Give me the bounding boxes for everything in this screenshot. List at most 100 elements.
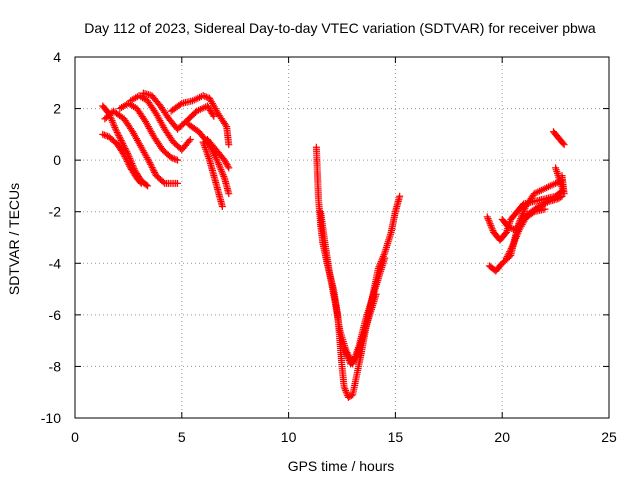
data-point [341, 385, 349, 393]
y-tick-labels: -10 -8 -6 -4 -2 0 2 4 [41, 49, 61, 426]
data-point [116, 133, 124, 141]
data-point [219, 171, 227, 179]
data-point [519, 209, 527, 217]
data-point [118, 138, 126, 146]
data-point [217, 166, 225, 174]
data-point [150, 167, 158, 175]
data-point [541, 205, 549, 213]
data-point [342, 388, 350, 396]
y-tick-label: -6 [49, 307, 62, 323]
data-point [129, 163, 137, 171]
chart-title: Day 112 of 2023, Sidereal Day-to-day VTE… [84, 20, 596, 36]
data-points [99, 89, 568, 401]
data-point [342, 348, 350, 356]
data-point [520, 208, 528, 216]
data-point [174, 179, 182, 187]
data-point [484, 215, 492, 223]
x-tick-label: 25 [601, 429, 617, 445]
data-point [159, 178, 167, 186]
data-point [505, 249, 513, 257]
data-point [483, 213, 491, 221]
data-point [172, 155, 180, 163]
data-point [396, 192, 404, 200]
data-point [170, 155, 178, 163]
data-point [503, 253, 511, 261]
data-point [146, 159, 154, 167]
data-point [340, 344, 348, 352]
data-point [216, 164, 224, 172]
data-point [344, 355, 352, 363]
y-tick-label: 0 [53, 152, 61, 168]
data-point [501, 230, 509, 238]
data-point [144, 182, 152, 190]
data-point [222, 159, 230, 167]
data-point [112, 127, 120, 135]
data-point [512, 234, 520, 242]
data-point [218, 167, 226, 175]
data-point [215, 160, 223, 168]
data-point [99, 130, 107, 138]
data-point [343, 351, 351, 359]
data-point [109, 120, 117, 128]
data-point [505, 223, 513, 231]
data-point [222, 121, 230, 129]
data-point [199, 92, 207, 100]
data-point [125, 153, 133, 161]
data-point [372, 290, 380, 298]
data-point [185, 137, 193, 145]
axis-ticks [74, 56, 610, 419]
data-point [142, 181, 150, 189]
data-point [114, 130, 122, 138]
data-point [488, 223, 496, 231]
x-tick-labels: 0 5 10 15 20 25 [71, 429, 617, 445]
y-axis-label: SDTVAR / TECUs [6, 183, 22, 295]
data-point [108, 117, 116, 125]
data-point [102, 132, 110, 140]
x-tick-label: 10 [281, 429, 297, 445]
data-point [218, 203, 226, 211]
data-point [116, 135, 124, 143]
data-point [216, 162, 224, 170]
data-point [560, 141, 568, 149]
data-point [120, 143, 128, 151]
data-point [486, 220, 494, 228]
data-point [176, 101, 184, 109]
data-point [225, 141, 233, 149]
data-point [342, 386, 350, 394]
data-point [120, 141, 128, 149]
data-point [552, 164, 560, 172]
data-point [508, 243, 516, 251]
data-point [225, 190, 233, 198]
data-point [507, 244, 515, 252]
data-point [111, 123, 119, 131]
x-axis-label: GPS time / hours [288, 458, 395, 474]
data-point [552, 179, 560, 187]
data-point [485, 216, 493, 224]
data-point [129, 161, 137, 169]
data-point [504, 251, 512, 259]
data-point [221, 158, 229, 166]
data-point [506, 246, 514, 254]
data-point [220, 172, 228, 180]
x-tick-label: 5 [178, 429, 186, 445]
data-point [512, 233, 520, 241]
data-point [147, 160, 155, 168]
data-point [520, 206, 528, 214]
data-point [109, 118, 117, 126]
data-point [107, 115, 115, 123]
data-point [485, 218, 493, 226]
x-tick-label: 20 [494, 429, 510, 445]
data-point [510, 238, 518, 246]
data-point [202, 93, 210, 101]
data-point [121, 145, 129, 153]
data-point [352, 353, 360, 361]
data-point [509, 241, 517, 249]
x-tick-label: 0 [71, 429, 79, 445]
data-point [169, 154, 177, 162]
data-point [151, 168, 159, 176]
data-point [341, 346, 349, 354]
data-point [127, 156, 135, 164]
data-point [149, 165, 157, 173]
y-tick-label: -8 [49, 358, 62, 374]
